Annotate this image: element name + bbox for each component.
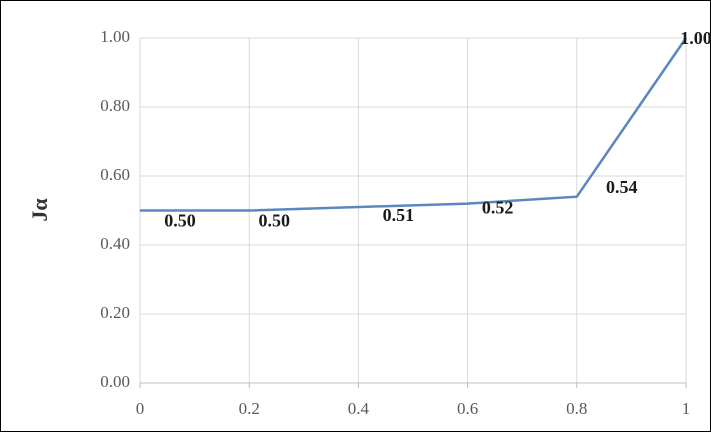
x-tick-label: 1	[682, 399, 691, 418]
x-tick-label: 0.6	[457, 399, 478, 418]
data-label: 0.54	[606, 177, 638, 197]
x-tick-label: 0.8	[566, 399, 587, 418]
data-label: 0.50	[258, 211, 290, 231]
data-label: 0.52	[482, 198, 514, 218]
y-axis-label: Jα	[27, 198, 52, 222]
line	[140, 37, 688, 212]
y-tick-label: 1.00	[100, 27, 130, 46]
x-tick-label: 0.4	[348, 399, 370, 418]
x-tick-label: 0	[136, 399, 145, 418]
y-tick-label: 0.00	[100, 372, 130, 391]
y-tick-label: 0.60	[100, 165, 130, 184]
data-label: 1.00	[680, 28, 711, 48]
data-label: 0.50	[164, 211, 196, 231]
x-tick-label: 0.2	[239, 399, 260, 418]
data-label: 0.51	[383, 205, 415, 225]
y-tick-label: 0.40	[100, 234, 130, 253]
y-tick-label: 0.80	[100, 96, 130, 115]
y-tick-label: 0.20	[100, 303, 130, 322]
